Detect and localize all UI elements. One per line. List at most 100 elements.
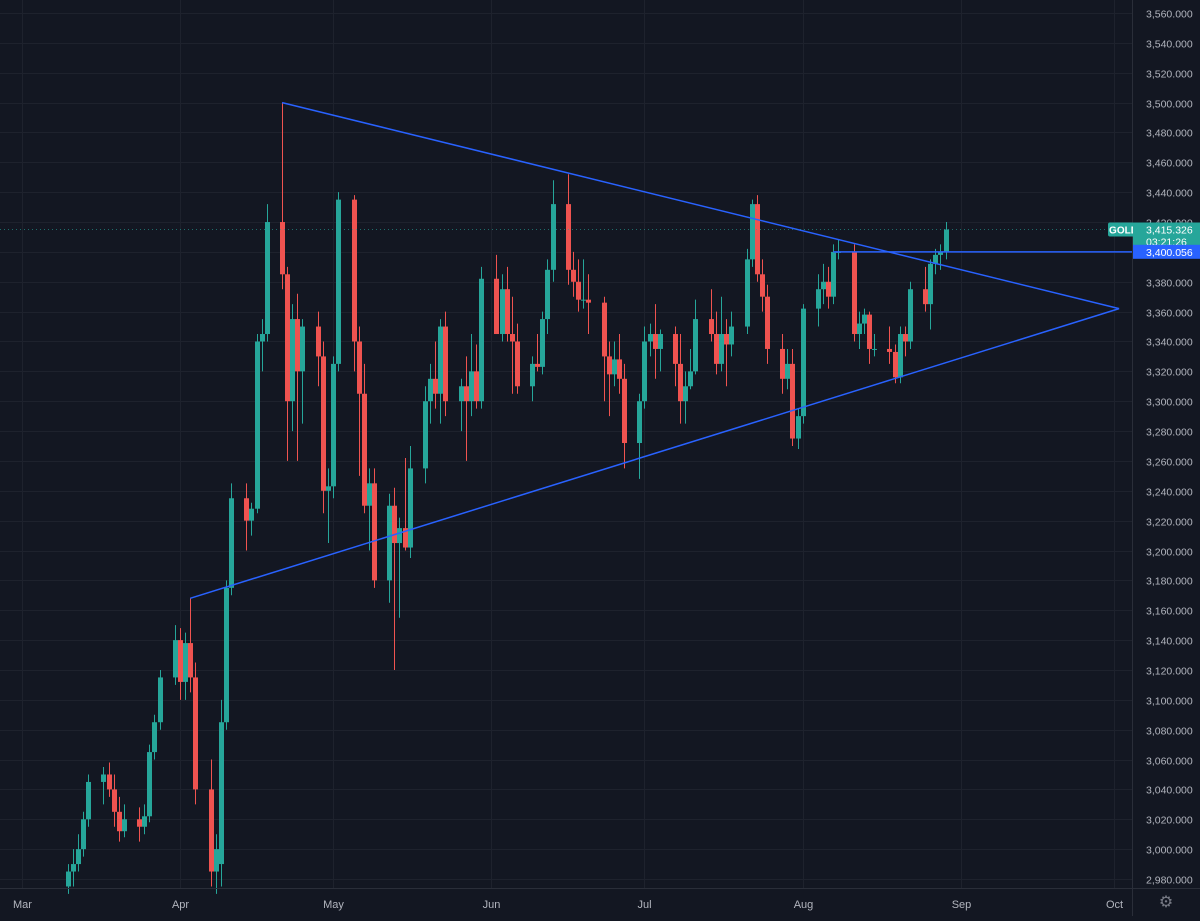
candle-body[interactable] [352,199,357,342]
candle[interactable] [796,408,801,449]
candle[interactable] [290,304,295,432]
candle-body[interactable] [433,378,438,394]
candle-body[interactable] [933,254,938,264]
candle[interactable] [816,274,821,327]
candle-body[interactable] [255,341,260,509]
candle-body[interactable] [188,643,193,678]
candle-body[interactable] [438,326,443,394]
candle-body[interactable] [101,774,106,782]
candle-body[interactable] [852,251,857,335]
candle[interactable] [780,334,785,394]
candle[interactable] [249,502,254,536]
candle-body[interactable] [898,334,903,378]
candle-body[interactable] [586,299,591,303]
candle[interactable] [408,446,413,558]
candle-body[interactable] [719,334,724,364]
candle-body[interactable] [709,319,714,335]
candle-body[interactable] [796,416,801,439]
candle-body[interactable] [801,308,806,417]
candle[interactable] [714,311,719,375]
candle[interactable] [719,296,724,372]
candle[interactable] [101,767,106,805]
candle[interactable] [295,293,300,461]
candle-body[interactable] [158,677,163,723]
candle[interactable] [173,625,178,685]
candle-body[interactable] [622,378,627,444]
candle-body[interactable] [714,334,719,364]
candle-body[interactable] [653,334,658,349]
candle-body[interactable] [530,363,535,387]
candle-body[interactable] [280,222,285,275]
candle[interactable] [152,714,157,760]
candle[interactable] [500,274,505,342]
candle[interactable] [887,326,892,364]
candle-body[interactable] [765,296,770,349]
candle-body[interactable] [300,326,305,372]
candle-body[interactable] [500,289,505,335]
candle[interactable] [745,248,750,335]
candle[interactable] [122,804,127,838]
candle-body[interactable] [66,871,71,887]
candle[interactable] [729,311,734,357]
candle[interactable] [464,356,469,461]
candle-body[interactable] [214,849,219,872]
candle-body[interactable] [474,371,479,402]
candle[interactable] [137,807,142,842]
candle[interactable] [760,259,765,312]
candle-body[interactable] [183,643,188,682]
candle-body[interactable] [193,677,198,790]
candle-body[interactable] [729,326,734,345]
candle[interactable] [658,329,663,372]
candle[interactable] [801,304,806,424]
candle[interactable] [750,199,755,267]
candle[interactable] [540,311,545,375]
candle-body[interactable] [357,341,362,394]
drawings[interactable] [0,101,1132,600]
candle[interactable] [826,266,831,309]
candle-body[interactable] [71,864,76,872]
candle-body[interactable] [673,334,678,364]
candle[interactable] [653,304,658,379]
candle[interactable] [678,334,683,424]
candle[interactable] [898,326,903,384]
candle[interactable] [372,468,377,588]
candle-body[interactable] [362,393,367,506]
candle[interactable] [224,580,229,730]
candle-body[interactable] [510,334,515,342]
candle[interactable] [642,326,647,409]
candle-body[interactable] [326,486,331,491]
candle-body[interactable] [760,274,765,297]
candle[interactable] [403,457,408,551]
candle-body[interactable] [821,281,826,290]
candle[interactable] [316,311,321,387]
candle-body[interactable] [367,483,372,506]
candle-body[interactable] [642,341,647,402]
candle[interactable] [336,192,341,372]
candle-body[interactable] [86,781,91,820]
candle[interactable] [209,759,214,887]
candle[interactable] [683,371,688,424]
candle-body[interactable] [862,314,867,324]
candle[interactable] [765,284,770,364]
candle-body[interactable] [76,849,81,865]
candle-body[interactable] [857,323,862,335]
candle[interactable] [158,669,163,730]
candle-body[interactable] [117,811,122,832]
candle-body[interactable] [459,386,464,402]
candle[interactable] [612,341,617,387]
candle-body[interactable] [336,199,341,364]
candle[interactable] [193,662,198,805]
candle[interactable] [183,632,188,700]
candle[interactable] [352,195,357,372]
candle[interactable] [535,334,540,372]
candle-body[interactable] [923,289,928,305]
candle[interactable] [86,774,91,827]
candle[interactable] [821,263,826,305]
candle-body[interactable] [209,789,214,872]
candle-body[interactable] [551,204,556,270]
candle[interactable] [790,348,795,446]
candle-body[interactable] [122,819,127,832]
candle-body[interactable] [265,222,270,335]
candle-body[interactable] [316,326,321,357]
